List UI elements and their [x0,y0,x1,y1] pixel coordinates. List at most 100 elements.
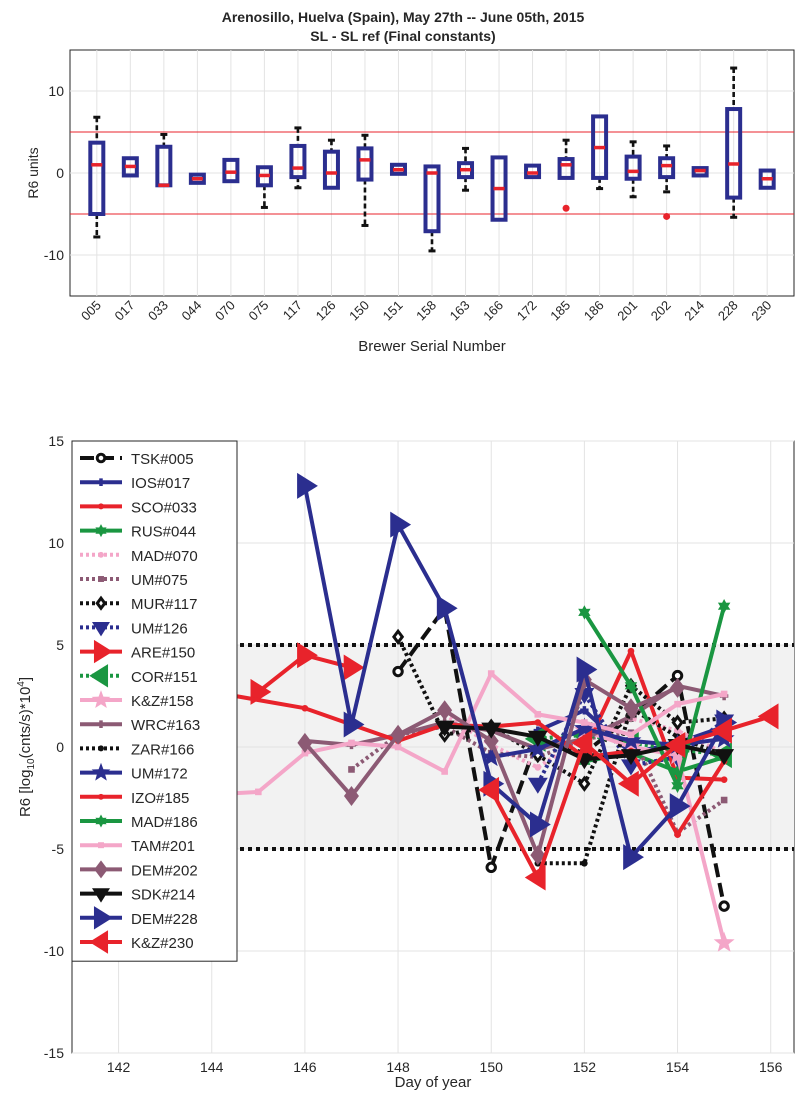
legend: TSK#005 IOS#017 SCO#033 RUS#044 MAD#070 UM#07… [71,440,238,962]
legend-marker [91,762,111,781]
series-point [624,678,638,693]
legend-entry: MAD#186 [80,814,198,831]
legend-label: DEM#202 [131,862,198,879]
series-point [571,729,593,756]
legend-marker [95,524,107,538]
series-mad186 [578,599,731,793]
legend-entry: MUR#117 [80,595,197,613]
box-x-tick-label: 151 [380,298,406,324]
line-x-tick-label: 146 [293,1059,317,1075]
series-point [578,605,591,620]
box-x-tick-label: 126 [313,298,339,324]
box-126 [322,138,340,190]
legend-marker [98,576,104,582]
box-x-tick-label: 044 [179,298,205,324]
box-body [121,156,139,178]
series-line [304,683,725,751]
legend-label: UM#075 [131,572,188,589]
line-x-tick-label: 144 [200,1059,224,1075]
series-point [343,654,365,681]
legend-label: RUS#044 [131,524,196,541]
series-point [671,764,684,779]
legend-marker [89,930,109,954]
box-172 [524,163,542,180]
box-x-tick-label: 214 [681,298,707,324]
series-point [627,731,635,739]
series-point [718,900,730,912]
series-point [674,700,681,708]
legend-marker [98,551,104,558]
legend-marker [93,906,113,930]
legend-label: COR#151 [131,669,198,686]
series-line [537,706,725,866]
box-x-axis-label: Brewer Serial Number [358,338,506,355]
series-point [343,785,359,806]
box-x-tick-label: 033 [145,298,171,324]
legend-entry: K&Z#158 [80,690,194,710]
series-kz230 [478,703,779,891]
box-230 [758,168,776,190]
box-158 [423,164,441,253]
series-point [534,764,542,771]
box-163 [457,146,475,192]
legend-marker [95,595,107,611]
legend-marker [97,720,105,728]
box-x-tick-label: 070 [212,298,238,324]
legend-entry: UM#075 [80,572,188,589]
legend-entry: TSK#005 [80,451,194,468]
legend-entry: SCO#033 [80,499,197,516]
series-point [620,729,642,750]
legend-label: K&Z#230 [131,935,194,952]
box-x-tick-label: 230 [748,298,774,324]
line-y-tick-label: -15 [44,1045,64,1061]
legend-marker [98,745,104,752]
series-point [580,706,589,715]
box-body [490,155,508,222]
legend-label: K&Z#158 [131,693,194,710]
series-point [617,770,639,797]
series-line [396,635,725,786]
series-point [711,717,732,744]
series-point [392,665,404,678]
box-x-tick-label: 228 [715,298,741,324]
box-body [725,107,743,200]
legend-entry: SDK#214 [80,887,195,904]
box-166 [490,155,508,222]
series-point [480,746,502,767]
series-point [581,719,588,726]
legend-entry: ARE#150 [80,639,195,664]
legend-marker [93,639,113,664]
legend-marker [92,888,110,903]
series-point [348,766,355,773]
series-line [72,671,725,805]
series-point [530,845,546,866]
series-point [391,628,405,645]
series-point [573,717,595,738]
box-044 [188,172,206,185]
legend-marker [89,664,109,688]
series-point [524,864,546,891]
line-y-tick-label: 15 [48,433,64,449]
series-point [717,599,731,614]
series-point [297,472,318,499]
box-body [457,161,475,180]
line-x-tick-label: 152 [573,1059,597,1075]
legend-entry: UM#126 [80,620,188,637]
box-outlier [562,204,570,212]
series-point [297,642,318,669]
series-point [720,796,728,804]
series-point [441,768,448,775]
box-214 [691,166,709,178]
box-body [322,149,340,190]
line-y-tick-label: -5 [52,841,65,857]
box-x-tick-label: 150 [346,298,372,324]
legend-marker [92,622,110,637]
series-point [485,861,497,874]
box-body [255,165,273,188]
line-y-tick-label: 10 [48,535,64,551]
box-outlier [663,212,671,220]
legend-marker [98,503,104,510]
legend-marker [98,842,104,849]
series-point [530,811,551,838]
